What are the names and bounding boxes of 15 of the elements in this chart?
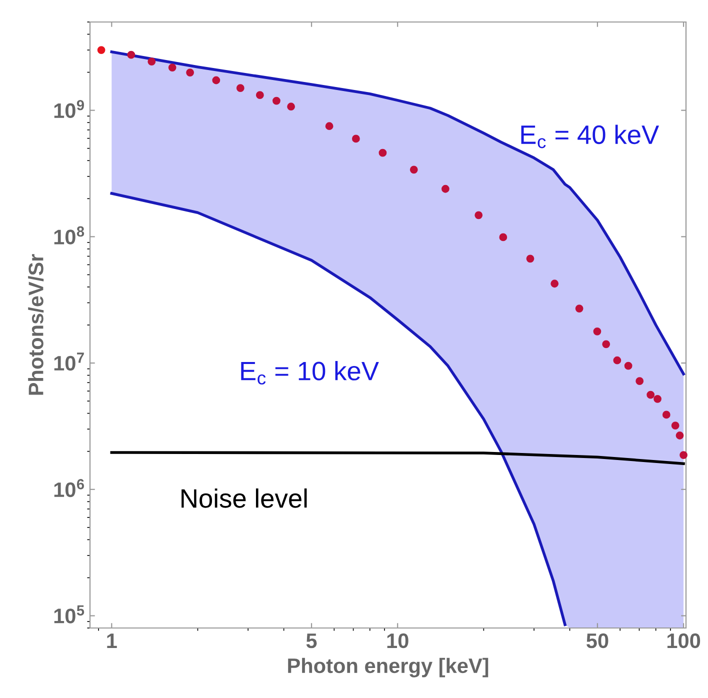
series-label: E$_{c}$ = 10 keV [241,361,379,385]
x-tick-label: 1 [107,634,117,648]
series-label: Noise level [182,488,307,508]
x-tick-label: 100 [667,633,700,648]
y-tick-label: 10$^{7}$ [54,352,84,371]
x-tick-label: 5 [306,634,317,648]
y-axis-title: Photons/eV/Sr [28,254,44,395]
y-tick-label: 10$^{9}$ [54,100,84,118]
x-axis-title: Photon energy [keV] [288,658,488,678]
y-tick-label: 10$^{5}$ [54,605,84,624]
series-label: E$_{c}$ = 40 keV [521,124,660,148]
y-tick-label: 10$^{8}$ [54,226,84,244]
x-tick-label: 10 [387,633,408,648]
x-tick-label: 50 [586,633,608,648]
y-tick-label: 10$^{6}$ [54,479,84,498]
